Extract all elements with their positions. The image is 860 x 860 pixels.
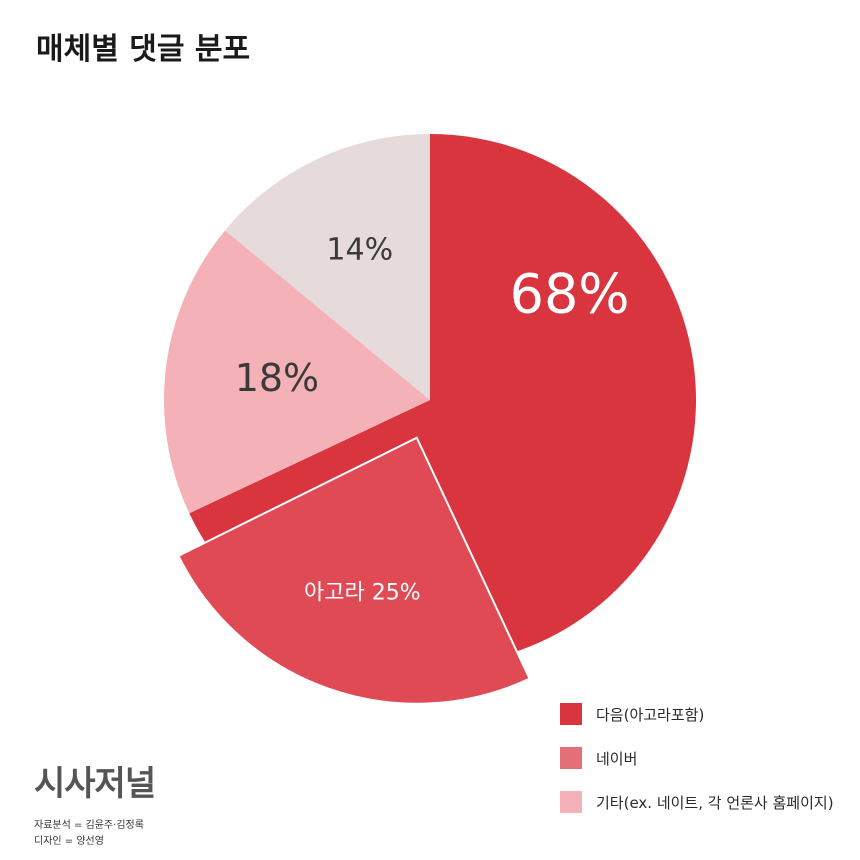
pie-slice (225, 134, 430, 400)
legend-swatch (560, 747, 582, 769)
slice-label: 18% (235, 356, 319, 400)
pie-slice (164, 230, 430, 514)
credit-source: 자료분석 = 김윤주·김정록 (34, 820, 144, 831)
legend-item-daum: 다음(아고라포함) (560, 702, 834, 726)
chart-title: 매체별 댓글 분포 (36, 32, 251, 67)
legend-label: 기타(ex. 네이트, 각 언론사 홈페이지) (596, 793, 834, 812)
slice-label: 14% (326, 232, 393, 267)
slice-label: 68% (510, 263, 630, 326)
legend-item-other: 기타(ex. 네이트, 각 언론사 홈페이지) (560, 790, 834, 814)
legend-swatch (560, 791, 582, 813)
credit-design: 디자인 = 양선영 (34, 836, 104, 847)
legend-item-naver: 네이버 (560, 746, 834, 770)
pie-slice-exploded (177, 436, 531, 705)
legend-label: 네이버 (596, 749, 638, 768)
legend-label: 다음(아고라포함) (596, 705, 705, 724)
slice-label: 아고라 25% (304, 580, 421, 605)
brand-logo: 시사저널 (34, 764, 156, 804)
chart-legend: 다음(아고라포함) 네이버 기타(ex. 네이트, 각 언론사 홈페이지) (560, 702, 834, 834)
legend-swatch (560, 703, 582, 725)
